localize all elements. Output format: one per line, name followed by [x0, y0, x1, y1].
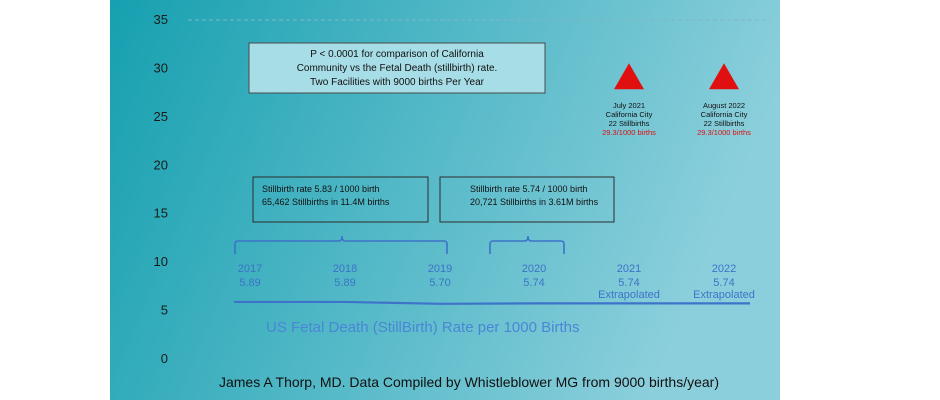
rate-label: 5.74: [523, 277, 544, 289]
marker-label: July 2021: [613, 101, 645, 110]
group-box-2-line-1: Stillbirth rate 5.74 / 1000 birth: [470, 184, 588, 194]
y-tick-label: 30: [154, 60, 168, 75]
y-tick-label: 20: [154, 157, 168, 172]
year-label: 2017: [238, 263, 262, 275]
california-city-marker: [709, 63, 739, 90]
group-box-2020: Stillbirth rate 5.74 / 1000 birth 20,721…: [439, 176, 615, 223]
series-line: [234, 300, 750, 305]
pvalue-line-1: P < 0.0001 for comparison of California: [310, 49, 484, 60]
group-box-frame-2: [439, 176, 615, 223]
us-stillbirth-rate-line: [234, 300, 750, 305]
california-city-marker: [614, 63, 644, 90]
marker-label: California City: [606, 110, 653, 119]
y-tick-label: 0: [161, 351, 168, 366]
group-box-2017-2019: Stillbirth rate 5.83 / 1000 birth 65,462…: [252, 176, 429, 223]
extrapolated-label: Extrapolated: [598, 289, 660, 301]
rate-label: 5.70: [429, 277, 450, 289]
y-tick-label: 10: [154, 254, 168, 269]
pvalue-box: P < 0.0001 for comparison of California …: [248, 42, 546, 94]
rate-label: 5.74: [713, 277, 734, 289]
y-tick-label: 15: [154, 206, 168, 221]
pvalue-line-2: Community vs the Fetal Death (stillbirth…: [297, 63, 498, 74]
rate-label: 5.74: [618, 277, 639, 289]
y-tick-label: 5: [161, 303, 168, 318]
marker-rate-label: 29.3/1000 births: [602, 128, 656, 137]
extrapolated-label: Extrapolated: [693, 289, 755, 301]
rate-label: 5.89: [334, 277, 355, 289]
y-axis-ticks: 0 5 10 15 20 25 30 35: [154, 12, 168, 366]
year-label: 2021: [617, 263, 641, 275]
chart-caption: James A Thorp, MD. Data Compiled by Whis…: [219, 374, 719, 390]
year-label: 2022: [712, 263, 736, 275]
year-label: 2020: [522, 263, 546, 275]
group-box-1-line-2: 65,462 Stillbirths in 11.4M births: [262, 197, 390, 207]
marker-label: 22 Stillbirths: [704, 119, 745, 128]
marker-label: 22 Stillbirths: [609, 119, 650, 128]
group-box-2-line-2: 20,721 Stillbirths in 3.61M births: [470, 197, 599, 207]
brace-2017-2019: [234, 235, 448, 254]
group-box-1-line-1: Stillbirth rate 5.83 / 1000 birth: [262, 184, 380, 194]
pvalue-line-3: Two Facilities with 9000 births Per Year: [310, 77, 485, 88]
marker-label: August 2022: [703, 101, 745, 110]
year-label: 2018: [333, 263, 357, 275]
series-label: US Fetal Death (StillBirth) Rate per 100…: [266, 319, 579, 336]
y-tick-label: 35: [154, 12, 168, 27]
marker-rate-label: 29.3/1000 births: [697, 128, 751, 137]
brace-2020: [489, 235, 565, 254]
pvalue-box-frame: [248, 42, 546, 94]
year-label: 2019: [428, 263, 452, 275]
group-box-frame-1: [252, 176, 429, 223]
data-points: 2017 5.89 2018 5.89 2019 5.70 2020 5.74 2021 5.74…: [238, 263, 755, 301]
marker-label: California City: [701, 110, 748, 119]
rate-label: 5.89: [239, 277, 260, 289]
y-tick-label: 25: [154, 109, 168, 124]
